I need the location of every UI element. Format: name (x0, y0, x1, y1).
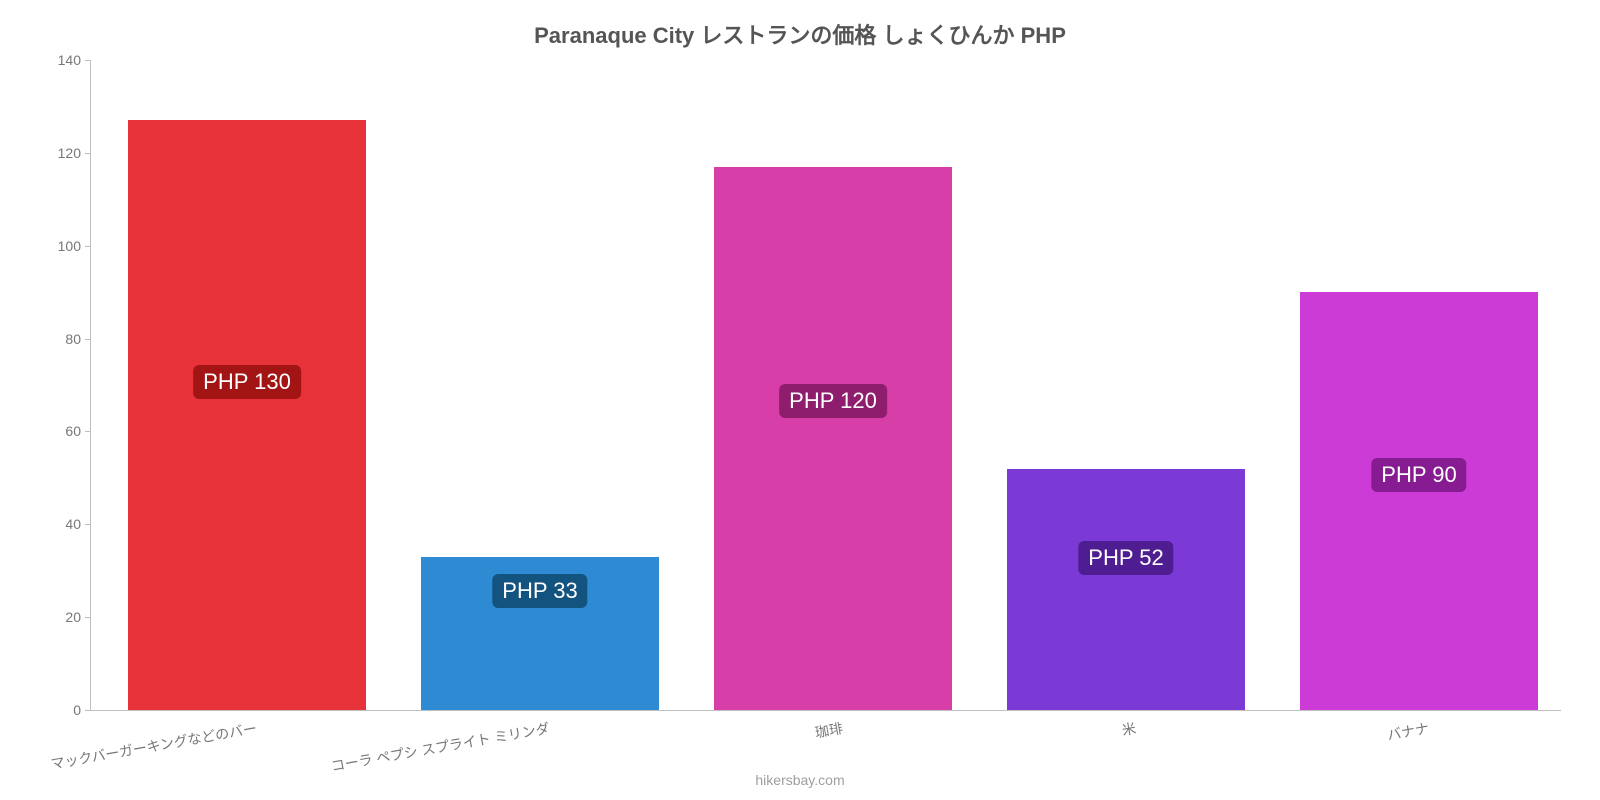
y-tick-mark (85, 60, 91, 61)
y-tick-label: 120 (41, 145, 81, 161)
y-tick-label: 140 (41, 52, 81, 68)
bar (714, 167, 952, 710)
chart-footer: hikersbay.com (0, 772, 1600, 788)
y-tick-mark (85, 431, 91, 432)
bar-value-label: PHP 90 (1371, 458, 1466, 492)
x-category-label: バナナ (1386, 718, 1431, 745)
y-tick-label: 60 (41, 423, 81, 439)
chart-container: Paranaque City レストランの価格 しょくひんか PHP 02040… (0, 0, 1600, 800)
plot-area: 020406080100120140PHP 130マックバーガーキングなどのバー… (90, 60, 1561, 711)
x-category-label: 珈琲 (813, 718, 844, 743)
y-tick-mark (85, 524, 91, 525)
y-tick-label: 100 (41, 238, 81, 254)
bar-value-label: PHP 130 (193, 365, 301, 399)
y-tick-label: 40 (41, 516, 81, 532)
y-tick-mark (85, 153, 91, 154)
chart-title: Paranaque City レストランの価格 しょくひんか PHP (0, 18, 1600, 50)
y-tick-mark (85, 710, 91, 711)
y-tick-label: 20 (41, 609, 81, 625)
y-tick-mark (85, 246, 91, 247)
y-tick-label: 80 (41, 331, 81, 347)
y-tick-mark (85, 617, 91, 618)
x-category-label: マックバーガーキングなどのバー (49, 718, 258, 774)
y-tick-mark (85, 339, 91, 340)
bar-value-label: PHP 33 (492, 574, 587, 608)
y-tick-label: 0 (41, 702, 81, 718)
bar-value-label: PHP 120 (779, 384, 887, 418)
bar (1300, 292, 1538, 710)
bar-value-label: PHP 52 (1078, 541, 1173, 575)
bar (1007, 469, 1245, 710)
x-category-label: コーラ ペプシ スプライト ミリンダ (330, 718, 552, 776)
x-category-label: 米 (1120, 718, 1137, 740)
bar (128, 120, 366, 710)
